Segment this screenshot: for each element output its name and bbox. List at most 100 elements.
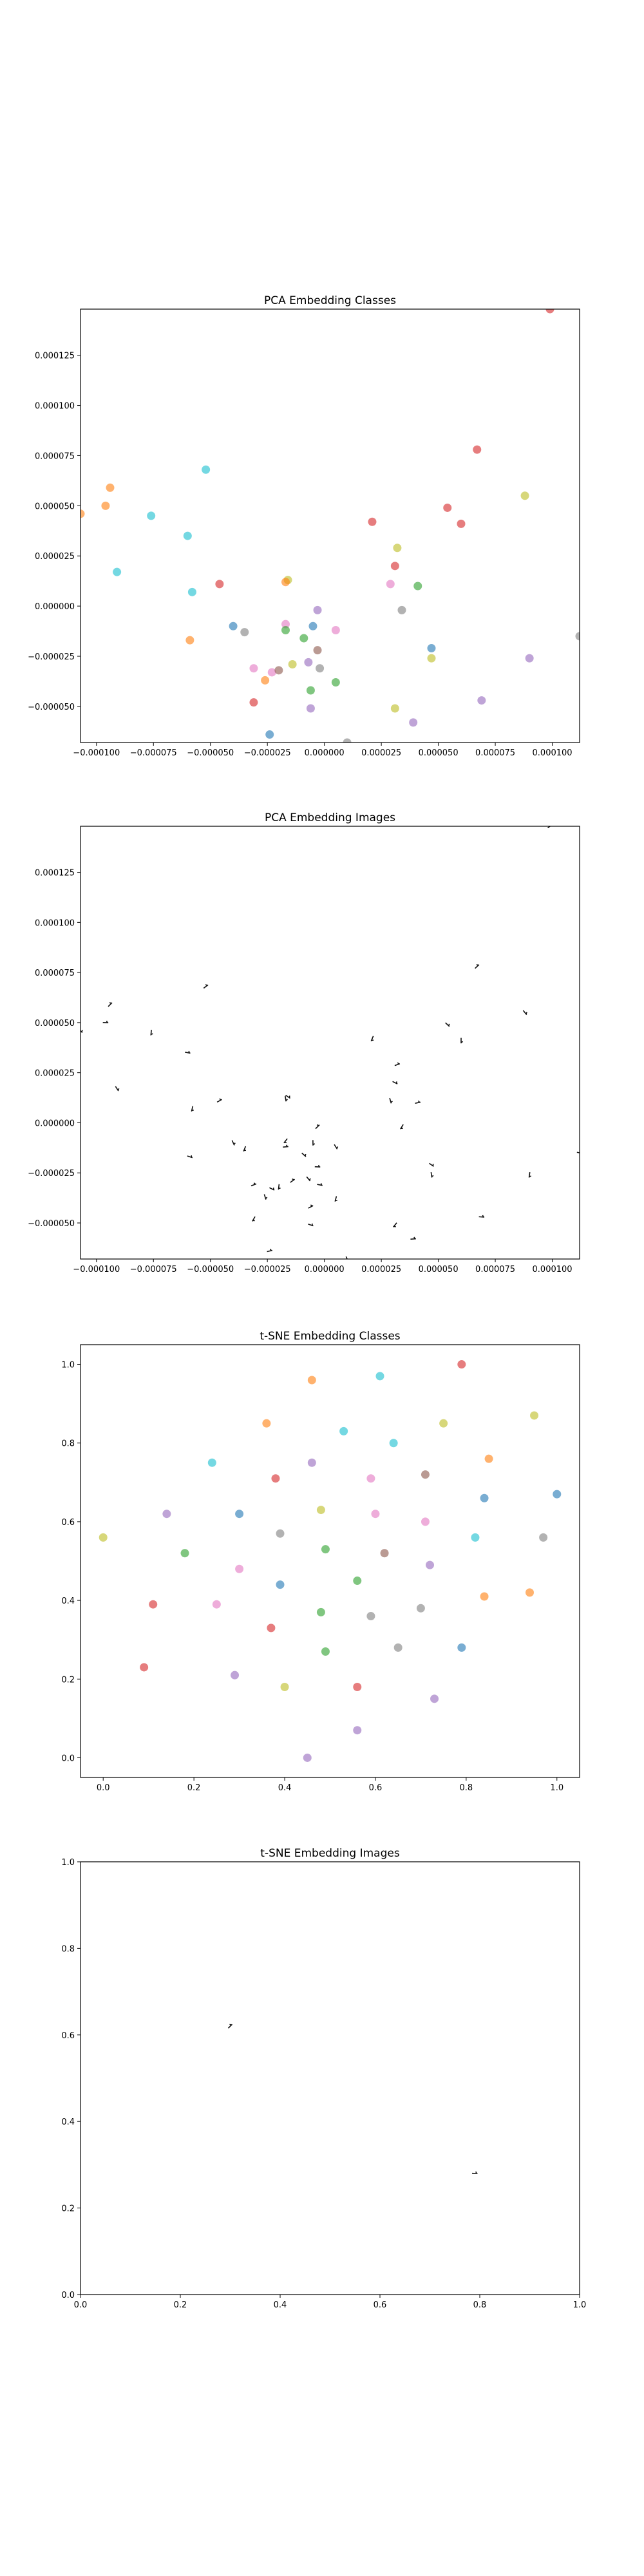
data-point	[267, 668, 276, 677]
data-point	[303, 1753, 312, 1762]
x-tick-label: 0.6	[374, 2300, 387, 2310]
data-point	[366, 1474, 375, 1483]
image-thumbnail-point	[227, 2023, 233, 2029]
data-point	[307, 1458, 316, 1467]
x-tick-label: −0.000050	[187, 748, 234, 758]
plot-marks	[227, 2023, 478, 2174]
x-tick-label: −0.000025	[244, 748, 291, 758]
y-tick-label: −0.000050	[28, 1219, 75, 1229]
data-point	[261, 676, 270, 685]
image-thumbnail-point	[301, 1152, 307, 1157]
y-tick-label: −0.000025	[28, 1169, 75, 1179]
data-point	[249, 664, 258, 673]
image-thumbnail-point	[430, 1172, 434, 1178]
image-thumbnail-point	[306, 1176, 311, 1182]
image-thumbnail-point	[283, 1144, 289, 1148]
x-tick-label: 0.8	[473, 2300, 487, 2310]
x-tick-label: 0.8	[460, 1783, 473, 1793]
data-point	[281, 578, 290, 587]
image-thumbnail-point	[576, 1151, 580, 1154]
image-thumbnail-point	[429, 1162, 434, 1167]
axes-frame	[80, 826, 580, 1260]
image-thumbnail-point	[312, 1140, 316, 1146]
data-point	[306, 704, 315, 713]
x-tick-label: 0.000025	[361, 1265, 401, 1274]
image-thumbnail-point	[314, 1164, 321, 1168]
image-thumbnail-point	[394, 1062, 401, 1066]
y-tick-label: −0.000050	[28, 703, 75, 712]
y-tick-label: 0.000025	[35, 552, 75, 562]
data-point	[575, 632, 580, 641]
data-point	[288, 659, 297, 668]
data-point	[212, 1600, 221, 1609]
image-thumbnail-point	[231, 1140, 236, 1146]
data-point	[80, 509, 85, 518]
data-point	[539, 1533, 548, 1542]
image-thumbnail-point	[278, 1184, 281, 1190]
data-point	[215, 580, 224, 589]
data-point	[183, 531, 192, 540]
image-thumbnail-point	[393, 1222, 397, 1227]
image-thumbnail-point	[251, 1182, 257, 1187]
data-point	[443, 503, 452, 512]
image-thumbnail-point	[285, 1095, 288, 1102]
data-point	[101, 501, 110, 510]
data-point	[457, 1360, 466, 1369]
data-point	[427, 654, 436, 663]
x-tick-label: 0.4	[278, 1783, 292, 1793]
data-point	[147, 511, 156, 520]
chart-title: t-SNE Embedding Classes	[260, 1330, 400, 1343]
image-thumbnail-point	[102, 1020, 109, 1023]
data-point	[366, 1612, 375, 1621]
data-point	[299, 634, 308, 643]
data-point	[231, 1671, 240, 1680]
image-thumbnail-point	[285, 1094, 290, 1099]
data-point	[313, 605, 322, 614]
data-point	[520, 491, 529, 500]
data-point	[371, 1510, 380, 1519]
y-tick-label: 1.0	[61, 1361, 75, 1370]
y-tick-label: 0.000125	[35, 869, 75, 878]
x-tick-label: −0.000075	[130, 1265, 177, 1274]
data-point	[525, 654, 534, 663]
image-thumbnail-point	[308, 1204, 314, 1209]
data-point	[276, 1580, 285, 1589]
image-thumbnail-point	[108, 1002, 113, 1007]
image-thumbnail-point	[216, 1098, 222, 1103]
y-tick-label: 0.4	[61, 2117, 75, 2127]
data-point	[187, 587, 196, 596]
image-thumbnail-point	[528, 1172, 532, 1178]
axes-frame	[80, 1861, 580, 2295]
data-point	[149, 1600, 158, 1609]
data-point	[331, 626, 340, 635]
image-thumbnail-point	[115, 1086, 120, 1092]
data-point	[235, 1564, 244, 1573]
y-tick-label: −0.000025	[28, 652, 75, 662]
data-point	[416, 1604, 425, 1613]
x-tick-label: −0.000075	[130, 748, 177, 758]
y-tick-label: 0.2	[61, 2204, 75, 2214]
image-thumbnail-point	[471, 2171, 478, 2174]
y-tick-label: 0.000125	[35, 352, 75, 361]
data-point	[471, 1533, 480, 1542]
image-thumbnail-point	[308, 1223, 314, 1227]
x-tick-label: 0.0	[97, 1783, 110, 1793]
data-point	[304, 658, 313, 667]
chart-panel-4: t-SNE Embedding Images 0.0 0.2 0.4 0.6 0.8 1.0…	[61, 1847, 586, 2310]
data-point	[339, 1426, 348, 1435]
data-point	[430, 1694, 439, 1703]
data-point	[526, 1588, 534, 1597]
data-point	[343, 738, 352, 743]
y-tick-label: 0.6	[61, 1518, 75, 1528]
data-point	[380, 1549, 389, 1558]
data-point	[249, 698, 258, 707]
chart-panel-2: PCA Embedding Images −0.000100 −0.000075 −0…	[28, 811, 580, 1274]
data-point	[185, 636, 194, 645]
image-thumbnail-point	[445, 1022, 450, 1027]
axes-frame	[80, 1344, 580, 1778]
y-tick-label: 0.000075	[35, 969, 75, 978]
image-thumbnail-point	[267, 1248, 273, 1253]
x-tick-label: 0.0	[74, 2300, 88, 2310]
x-tick-label: 0.000025	[361, 748, 401, 758]
